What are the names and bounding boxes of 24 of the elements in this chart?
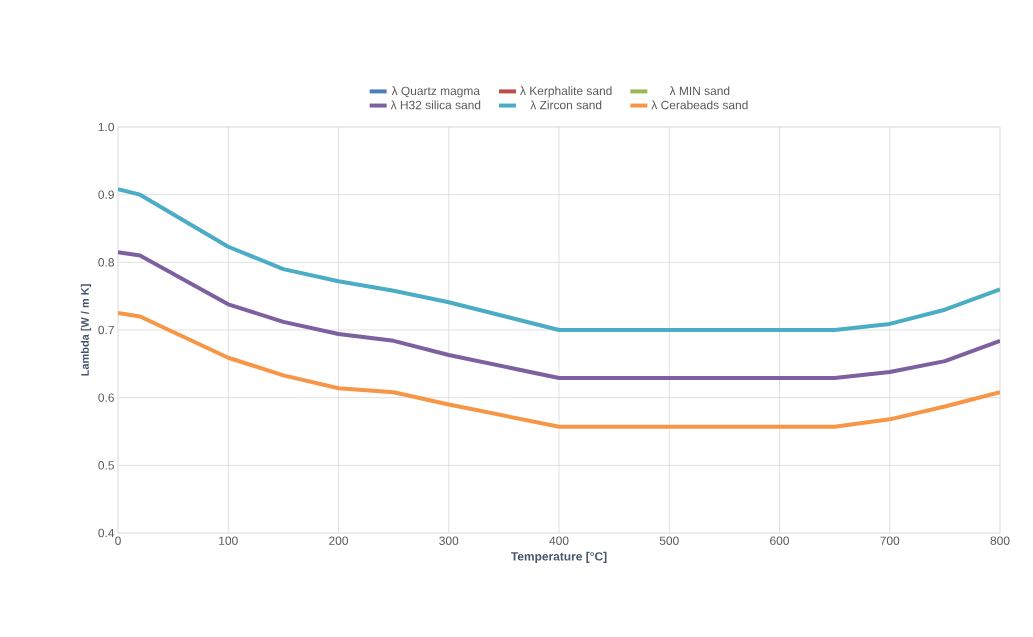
y-tick-label: 0.7: [98, 325, 114, 335]
y-tick-label: 0.6: [98, 393, 114, 402]
legend-label: λ Quartz magma: [391, 86, 480, 98]
x-tick-label: 700: [880, 536, 900, 545]
y-axis-title: Lambda [W / m K]: [80, 284, 92, 376]
y-tick-label: 0.8: [98, 258, 114, 267]
x-tick-label: 800: [990, 536, 1010, 545]
x-tick-label: 0: [115, 536, 121, 545]
legend-label: λ Zircon sand: [530, 100, 602, 110]
x-tick-label: 500: [659, 536, 679, 545]
legend-label: λ Cerabeads sand: [651, 100, 748, 110]
x-tick-label: 200: [329, 536, 349, 545]
y-tick-label: 1.0: [98, 122, 115, 132]
x-axis-title: Temperature [°C]: [511, 551, 607, 563]
x-tick-label: 300: [439, 536, 459, 545]
x-tick-label: 100: [219, 536, 238, 545]
legend-label: λ H32 silica sand: [390, 100, 481, 110]
y-tick-label: 0.4: [98, 528, 115, 538]
legend-label: λ Kerphalite sand: [520, 86, 612, 98]
x-tick-label: 600: [770, 536, 790, 545]
y-tick-label: 0.5: [98, 461, 114, 470]
legend-label: λ MIN sand: [669, 86, 730, 96]
x-tick-label: 400: [549, 536, 569, 545]
y-tick-label: 0.9: [98, 190, 114, 199]
